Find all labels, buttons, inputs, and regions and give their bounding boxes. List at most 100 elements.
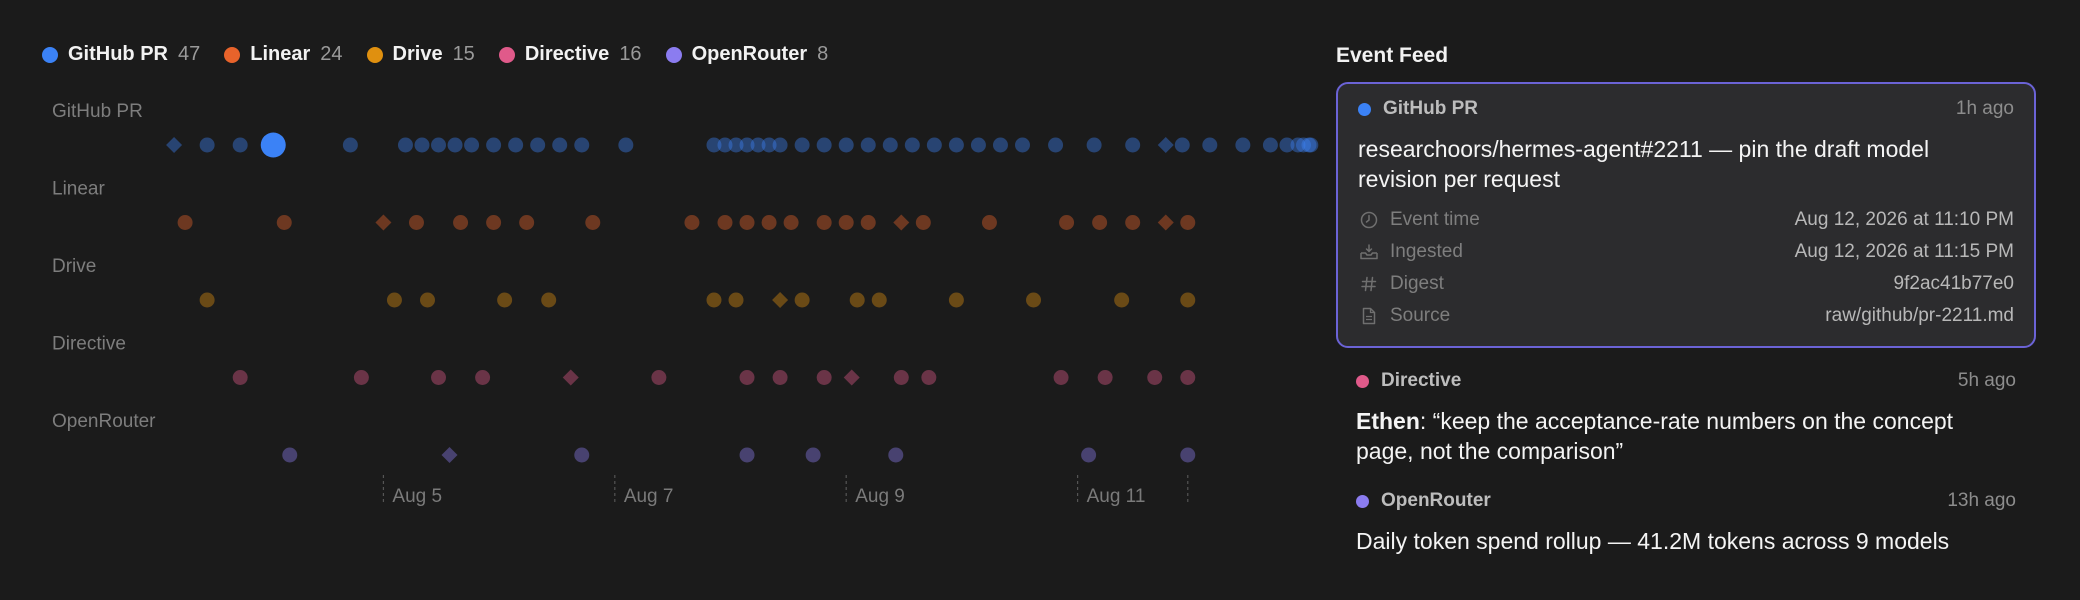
event-marker[interactable] bbox=[1262, 137, 1278, 153]
legend-item-linear[interactable]: Linear 24 bbox=[224, 43, 343, 66]
event-marker[interactable] bbox=[353, 370, 369, 385]
event-marker[interactable] bbox=[805, 447, 821, 463]
event-marker[interactable] bbox=[888, 447, 904, 463]
event-marker[interactable] bbox=[276, 215, 292, 230]
feed-item-directive[interactable]: Directive 5h ago Ethen: “keep the accept… bbox=[1336, 348, 2036, 466]
event-marker[interactable] bbox=[475, 370, 491, 385]
event-marker[interactable] bbox=[739, 447, 755, 463]
event-marker[interactable] bbox=[794, 137, 810, 153]
event-marker[interactable] bbox=[420, 292, 435, 308]
event-marker[interactable] bbox=[706, 292, 722, 308]
event-marker[interactable] bbox=[739, 370, 755, 385]
event-marker[interactable] bbox=[1081, 447, 1097, 463]
event-marker-diamond[interactable] bbox=[843, 369, 860, 386]
event-marker-diamond[interactable] bbox=[166, 137, 183, 153]
event-marker[interactable] bbox=[342, 137, 358, 153]
legend-item-openrouter[interactable]: OpenRouter 8 bbox=[665, 43, 828, 66]
event-marker[interactable] bbox=[761, 137, 777, 153]
event-marker[interactable] bbox=[1180, 447, 1196, 463]
event-marker[interactable] bbox=[1092, 215, 1108, 230]
event-marker[interactable] bbox=[706, 137, 722, 153]
event-marker[interactable] bbox=[1295, 137, 1311, 153]
event-marker[interactable] bbox=[904, 137, 920, 153]
event-marker[interactable] bbox=[486, 137, 502, 153]
event-marker[interactable] bbox=[948, 137, 964, 153]
event-marker[interactable] bbox=[970, 137, 986, 153]
event-marker[interactable] bbox=[618, 137, 634, 153]
event-marker[interactable] bbox=[794, 292, 810, 308]
event-marker[interactable] bbox=[386, 292, 402, 308]
event-marker[interactable] bbox=[816, 215, 832, 230]
event-marker[interactable] bbox=[1053, 370, 1069, 385]
event-marker[interactable] bbox=[177, 215, 193, 230]
event-marker[interactable] bbox=[1114, 292, 1130, 308]
event-marker[interactable] bbox=[199, 292, 215, 308]
event-marker[interactable] bbox=[1290, 137, 1306, 153]
event-marker[interactable] bbox=[1180, 370, 1196, 385]
event-marker-diamond[interactable] bbox=[893, 214, 910, 231]
event-marker[interactable] bbox=[915, 215, 931, 230]
event-marker[interactable] bbox=[921, 370, 937, 385]
meta-value[interactable]: raw/github/pr-2211.md bbox=[1825, 305, 2014, 326]
event-marker[interactable] bbox=[497, 292, 513, 308]
event-marker[interactable] bbox=[739, 215, 755, 230]
event-marker[interactable] bbox=[860, 137, 876, 153]
event-marker[interactable] bbox=[519, 215, 535, 230]
legend-item-github-pr[interactable]: GitHub PR 47 bbox=[42, 43, 200, 66]
event-marker[interactable] bbox=[508, 137, 524, 153]
event-marker[interactable] bbox=[1147, 370, 1163, 385]
event-marker[interactable] bbox=[1086, 137, 1102, 153]
event-marker[interactable] bbox=[871, 292, 887, 308]
event-marker-diamond[interactable] bbox=[562, 369, 579, 386]
event-marker[interactable] bbox=[992, 137, 1008, 153]
event-marker[interactable] bbox=[397, 137, 413, 153]
event-marker[interactable] bbox=[530, 137, 546, 153]
event-marker[interactable] bbox=[838, 137, 854, 153]
event-marker[interactable] bbox=[981, 215, 997, 230]
event-marker[interactable] bbox=[408, 215, 424, 230]
event-marker[interactable] bbox=[1303, 137, 1319, 153]
event-marker[interactable] bbox=[849, 292, 865, 308]
event-marker[interactable] bbox=[574, 447, 590, 463]
event-marker-diamond[interactable] bbox=[375, 214, 392, 231]
event-marker-diamond[interactable] bbox=[1157, 214, 1174, 231]
event-marker[interactable] bbox=[926, 137, 942, 153]
event-marker[interactable] bbox=[199, 137, 215, 153]
event-marker[interactable] bbox=[1097, 370, 1113, 385]
event-marker[interactable] bbox=[816, 137, 832, 153]
event-marker-selected[interactable] bbox=[260, 132, 286, 158]
event-marker[interactable] bbox=[585, 215, 601, 230]
event-marker[interactable] bbox=[431, 137, 447, 153]
event-marker[interactable] bbox=[1048, 137, 1064, 153]
event-marker[interactable] bbox=[1279, 137, 1295, 153]
event-marker[interactable] bbox=[464, 137, 480, 153]
event-marker[interactable] bbox=[717, 137, 733, 153]
event-marker[interactable] bbox=[1174, 137, 1190, 153]
event-marker[interactable] bbox=[761, 215, 777, 230]
event-marker[interactable] bbox=[948, 292, 964, 308]
event-marker[interactable] bbox=[431, 370, 447, 385]
event-marker[interactable] bbox=[860, 215, 876, 230]
event-marker[interactable] bbox=[1125, 215, 1141, 230]
event-marker[interactable] bbox=[783, 215, 799, 230]
event-marker[interactable] bbox=[739, 137, 755, 153]
event-marker[interactable] bbox=[447, 137, 463, 153]
event-marker[interactable] bbox=[1026, 292, 1042, 308]
event-marker[interactable] bbox=[1180, 215, 1196, 230]
event-marker-diamond[interactable] bbox=[1157, 137, 1174, 153]
event-marker[interactable] bbox=[414, 137, 430, 153]
event-marker[interactable] bbox=[750, 137, 766, 153]
legend-item-drive[interactable]: Drive 15 bbox=[366, 43, 475, 66]
event-marker[interactable] bbox=[1015, 137, 1030, 153]
event-marker[interactable] bbox=[486, 215, 502, 230]
event-marker[interactable] bbox=[1125, 137, 1141, 153]
event-marker[interactable] bbox=[684, 215, 700, 230]
event-marker[interactable] bbox=[541, 292, 557, 308]
event-marker[interactable] bbox=[574, 137, 590, 153]
legend-item-directive[interactable]: Directive 16 bbox=[498, 43, 642, 66]
event-marker[interactable] bbox=[1180, 292, 1196, 308]
event-marker[interactable] bbox=[651, 370, 667, 385]
event-marker[interactable] bbox=[772, 137, 788, 153]
event-marker[interactable] bbox=[1301, 137, 1317, 153]
event-marker[interactable] bbox=[882, 137, 898, 153]
